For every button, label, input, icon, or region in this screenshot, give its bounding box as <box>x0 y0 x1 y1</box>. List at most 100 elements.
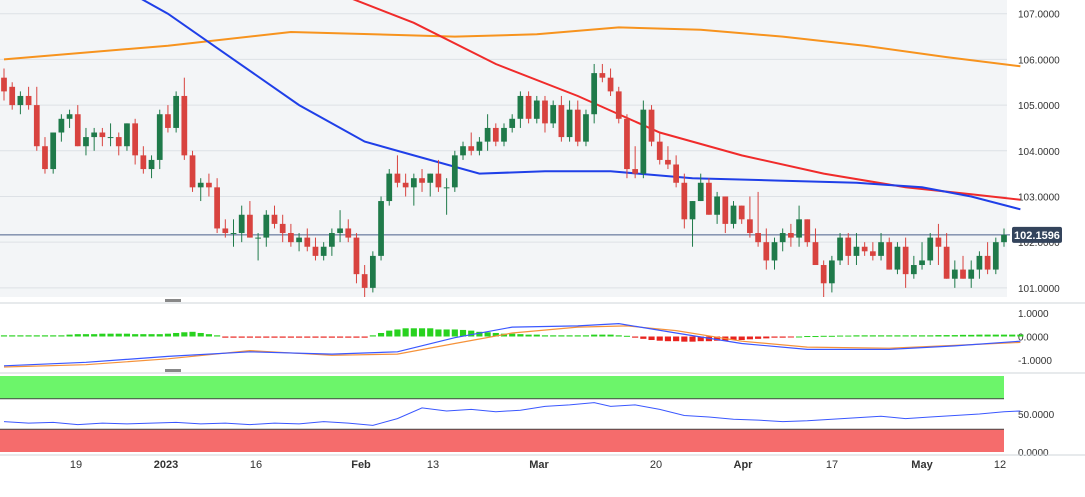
macd-histogram-bar <box>591 334 598 337</box>
candle-down <box>943 246 950 279</box>
candle-down <box>632 169 639 174</box>
candle-down <box>558 105 565 138</box>
macd-histogram-bar <box>484 332 491 337</box>
candle-down <box>402 182 409 188</box>
macd-histogram-bar <box>476 331 483 337</box>
macd-histogram-bar <box>951 335 958 337</box>
candle-down <box>394 173 401 183</box>
macd-histogram-bar <box>984 334 991 337</box>
x-tick-label: Mar <box>529 459 549 471</box>
candle-down <box>574 109 581 142</box>
macd-histogram-bar <box>779 336 786 338</box>
sma-mid-line <box>352 0 1021 201</box>
macd-histogram-bar <box>181 332 188 337</box>
candle-down <box>304 237 311 247</box>
candle-down <box>25 95 32 106</box>
macd-histogram-bar <box>853 335 860 337</box>
candle-up <box>1001 234 1007 243</box>
candle-up <box>369 255 376 288</box>
macd-histogram-bar <box>296 336 303 338</box>
candle-up <box>583 114 589 142</box>
candle-down <box>206 182 212 188</box>
macd-histogram-bar <box>746 336 753 340</box>
candle-down <box>214 187 220 229</box>
candle-down <box>665 159 671 165</box>
macd-histogram-bar <box>386 330 393 337</box>
candle-down <box>312 246 319 256</box>
candle-down <box>960 269 966 279</box>
candle-down <box>42 146 48 170</box>
candle-up <box>443 187 450 189</box>
candle-up <box>107 137 114 139</box>
macd-histogram-bar <box>812 336 819 338</box>
candle-up <box>230 233 237 235</box>
macd-histogram-bar <box>222 336 229 338</box>
macd-histogram-bar <box>664 336 672 342</box>
macd-histogram-bar <box>771 336 778 338</box>
candle-up <box>320 246 327 256</box>
candle-down <box>1 77 7 92</box>
current-price-badge: 102.1596 <box>1012 226 1062 243</box>
y-tick-label: 106.0000 <box>1018 55 1060 66</box>
macd-histogram-bar <box>968 334 975 337</box>
macd-histogram-bar <box>427 328 434 337</box>
macd-histogram-bar <box>173 332 180 337</box>
macd-histogram-bar <box>402 328 409 337</box>
candle-up <box>66 114 73 119</box>
candle-down <box>681 182 688 220</box>
candle-up <box>17 95 24 106</box>
price-panel: 107.0000 106.0000 105.0000 104.0000 103.0000… <box>0 0 1060 302</box>
candle-up <box>894 246 901 270</box>
macd-histogram-bar <box>459 329 467 337</box>
macd-histogram-bar <box>320 336 327 338</box>
candle-down <box>140 155 147 170</box>
candle-up <box>533 100 540 119</box>
candle-up <box>697 182 704 202</box>
candle-down <box>599 73 606 78</box>
candle-up <box>910 265 917 275</box>
candle-down <box>181 95 188 156</box>
candle-up <box>156 114 163 160</box>
macd-histogram-bar <box>861 335 868 337</box>
macd-histogram-bar <box>238 336 245 338</box>
macd-histogram-bar <box>804 336 811 338</box>
macd-histogram-bar <box>1009 334 1016 337</box>
macd-y-tick-label: 1.0000 <box>1018 309 1049 320</box>
candle-down <box>747 219 753 234</box>
macd-histogram-bar <box>443 329 450 337</box>
candle-up <box>83 137 89 147</box>
macd-histogram-bar <box>943 335 950 337</box>
rsi-neutral-zone <box>0 398 1004 430</box>
macd-histogram-bar <box>836 335 844 337</box>
macd-histogram-bar <box>689 336 696 342</box>
x-tick-label: 16 <box>250 459 262 471</box>
macd-histogram-bar <box>132 334 139 337</box>
macd-histogram-bar <box>271 336 278 338</box>
candle-up <box>951 269 958 279</box>
rsi-overbought-zone <box>0 376 1004 399</box>
macd-histogram-bar <box>582 335 590 337</box>
candle-up <box>484 127 491 142</box>
macd-histogram-bar <box>304 336 311 338</box>
macd-histogram-bar <box>82 334 90 337</box>
macd-histogram-bar <box>509 333 516 337</box>
macd-histogram-bar <box>214 335 221 337</box>
candle-down <box>222 228 229 234</box>
candle-up <box>517 95 524 119</box>
macd-histogram-bar <box>91 334 98 337</box>
macd-histogram-bar <box>730 336 737 341</box>
candle-up <box>460 146 466 156</box>
macd-histogram-bar <box>394 329 401 337</box>
rsi-panel: 50.0000 0.0000 <box>0 372 1085 459</box>
macd-histogram-bar <box>992 334 999 337</box>
macd-histogram-bar <box>927 335 934 337</box>
candle-up <box>296 237 302 243</box>
macd-histogram-bar <box>148 334 155 337</box>
macd-histogram-bar <box>918 335 926 337</box>
candle-up <box>509 118 516 128</box>
candle-up <box>337 228 343 234</box>
candle-down <box>542 100 548 124</box>
macd-histogram-bar <box>451 329 458 337</box>
macd-histogram-bar <box>336 336 344 338</box>
